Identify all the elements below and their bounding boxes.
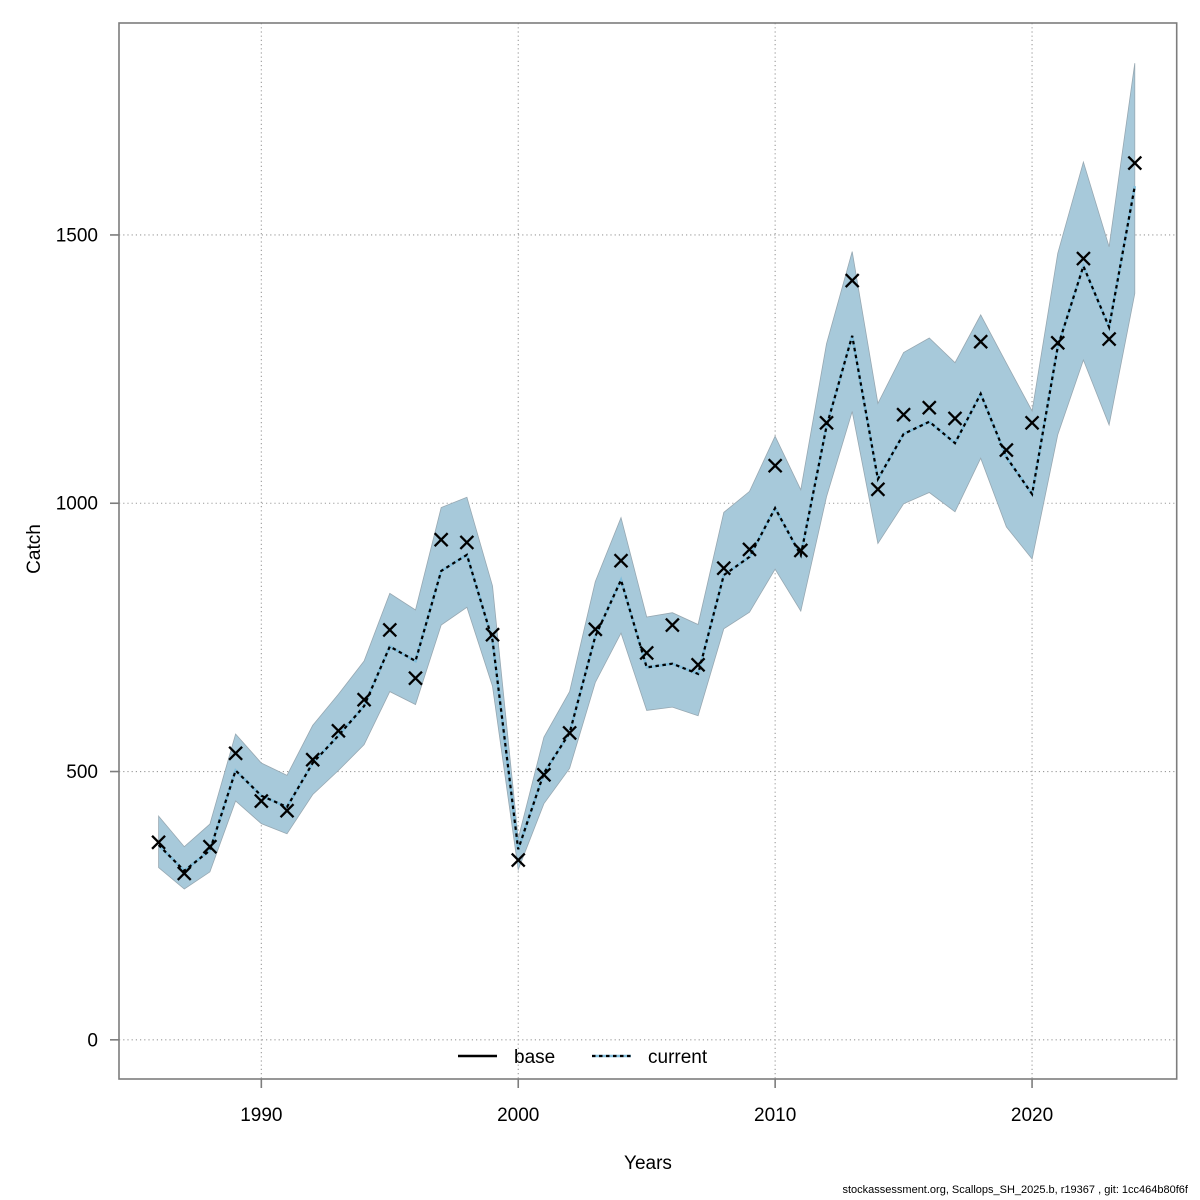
base-x-marker-2022 bbox=[1076, 251, 1091, 266]
confidence-band-polygon bbox=[158, 63, 1136, 890]
x-tick-label-2010: 2010 bbox=[754, 1105, 796, 1126]
base-x-marker-1989 bbox=[228, 745, 243, 761]
footer-note: stockassessment.org, Scallops_SH_2025.b,… bbox=[843, 1184, 1189, 1196]
base-x-marker-2011 bbox=[793, 543, 809, 558]
base-x-marker-2015 bbox=[896, 407, 911, 423]
base-x-marker-1992 bbox=[305, 752, 321, 768]
plot-border bbox=[118, 22, 1178, 1080]
base-x-marker-2018 bbox=[973, 334, 988, 350]
base-x-marker-2004 bbox=[613, 553, 629, 568]
base-x-marker-1987 bbox=[176, 866, 192, 881]
base-x-marker-2023 bbox=[1101, 331, 1117, 347]
base-x-marker-1986 bbox=[151, 835, 166, 850]
confidence-band bbox=[158, 63, 1136, 890]
base-x-marker-2012 bbox=[819, 415, 834, 431]
base-x-marker-2014 bbox=[870, 481, 886, 497]
base-x-marker-1991 bbox=[279, 803, 295, 819]
base-x-marker-2006 bbox=[665, 617, 680, 633]
current-line-dashed bbox=[157, 185, 1136, 873]
base-x-marker-2016 bbox=[921, 400, 937, 416]
base-x-marker-2010 bbox=[767, 458, 783, 473]
base-x-marker-2005 bbox=[639, 645, 655, 661]
current-line bbox=[157, 185, 1137, 873]
y-tick-label-1500: 1500 bbox=[56, 225, 98, 246]
base-x-marker-1997 bbox=[433, 532, 449, 548]
y-tick-label-0: 0 bbox=[87, 1030, 98, 1051]
base-x-marker-2020 bbox=[1024, 415, 1040, 431]
base-x-marker-1999 bbox=[485, 627, 500, 643]
base-x-marker-2007 bbox=[690, 657, 706, 673]
y-axis-title: Catch bbox=[24, 524, 45, 574]
base-x-marker-2008 bbox=[716, 560, 732, 576]
base-x-marker-2019 bbox=[999, 442, 1014, 458]
base-x-marker-1998 bbox=[459, 535, 475, 550]
base-x-marker-2009 bbox=[742, 542, 757, 557]
tick-labels: 1990 2000 2010 2020 0 500 1000 1500 bbox=[56, 225, 1053, 1126]
y-tick-label-500: 500 bbox=[66, 762, 98, 783]
base-x-marker-2021 bbox=[1050, 335, 1066, 351]
base-x-marker-1990 bbox=[254, 793, 269, 809]
legend: base current bbox=[458, 1047, 708, 1068]
base-x-marker-1993 bbox=[331, 723, 346, 739]
axes-and-ticks bbox=[110, 22, 1178, 1088]
base-x-marker-2024 bbox=[1127, 155, 1143, 171]
x-tick-label-2000: 2000 bbox=[497, 1105, 539, 1126]
y-tick-label-1000: 1000 bbox=[56, 494, 98, 515]
base-x-marker-1995 bbox=[382, 622, 398, 638]
legend-base-label: base bbox=[514, 1047, 555, 1068]
base-x-marker-2002 bbox=[562, 725, 577, 741]
legend-current-label: current bbox=[648, 1047, 708, 1068]
x-tick-label-2020: 2020 bbox=[1011, 1105, 1053, 1126]
gridlines bbox=[119, 23, 1177, 1079]
x-axis-title: Years bbox=[624, 1153, 672, 1174]
base-x-markers bbox=[151, 155, 1143, 881]
base-x-marker-2000 bbox=[510, 852, 526, 868]
base-x-marker-2001 bbox=[536, 767, 552, 783]
base-x-marker-2003 bbox=[587, 622, 603, 637]
base-x-marker-1988 bbox=[202, 839, 218, 854]
base-x-marker-1994 bbox=[356, 692, 372, 707]
x-tick-label-1990: 1990 bbox=[240, 1105, 282, 1126]
base-x-marker-2013 bbox=[844, 273, 860, 288]
base-x-marker-2017 bbox=[947, 411, 963, 426]
base-x-marker-1996 bbox=[408, 670, 423, 686]
